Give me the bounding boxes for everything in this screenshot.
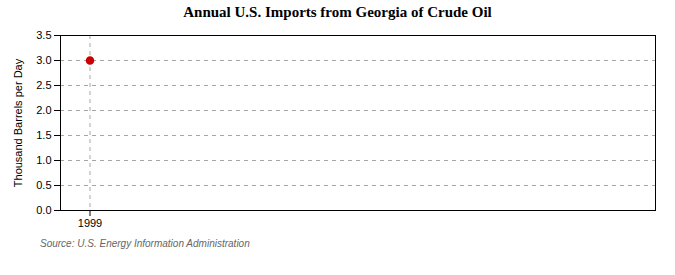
svg-text:0.5: 0.5	[36, 179, 51, 191]
svg-text:0.0: 0.0	[36, 204, 51, 216]
svg-text:3.5: 3.5	[36, 29, 51, 41]
html-text:Source: U.S. Energy Informatio: Source: U.S. Energy Information Administ…	[40, 238, 250, 249]
svg-text:1.0: 1.0	[36, 154, 51, 166]
svg-text:2.5: 2.5	[36, 79, 51, 91]
svg-text:1.5: 1.5	[36, 129, 51, 141]
svg-text:3.0: 3.0	[36, 54, 51, 66]
html-text:Annual U.S. Imports from Georg: Annual U.S. Imports from Georgia of Crud…	[183, 4, 492, 20]
svg-text:Thousand Barrels per Day: Thousand Barrels per Day	[12, 58, 24, 187]
svg-text:1999: 1999	[78, 217, 102, 229]
svg-text:2.0: 2.0	[36, 104, 51, 116]
